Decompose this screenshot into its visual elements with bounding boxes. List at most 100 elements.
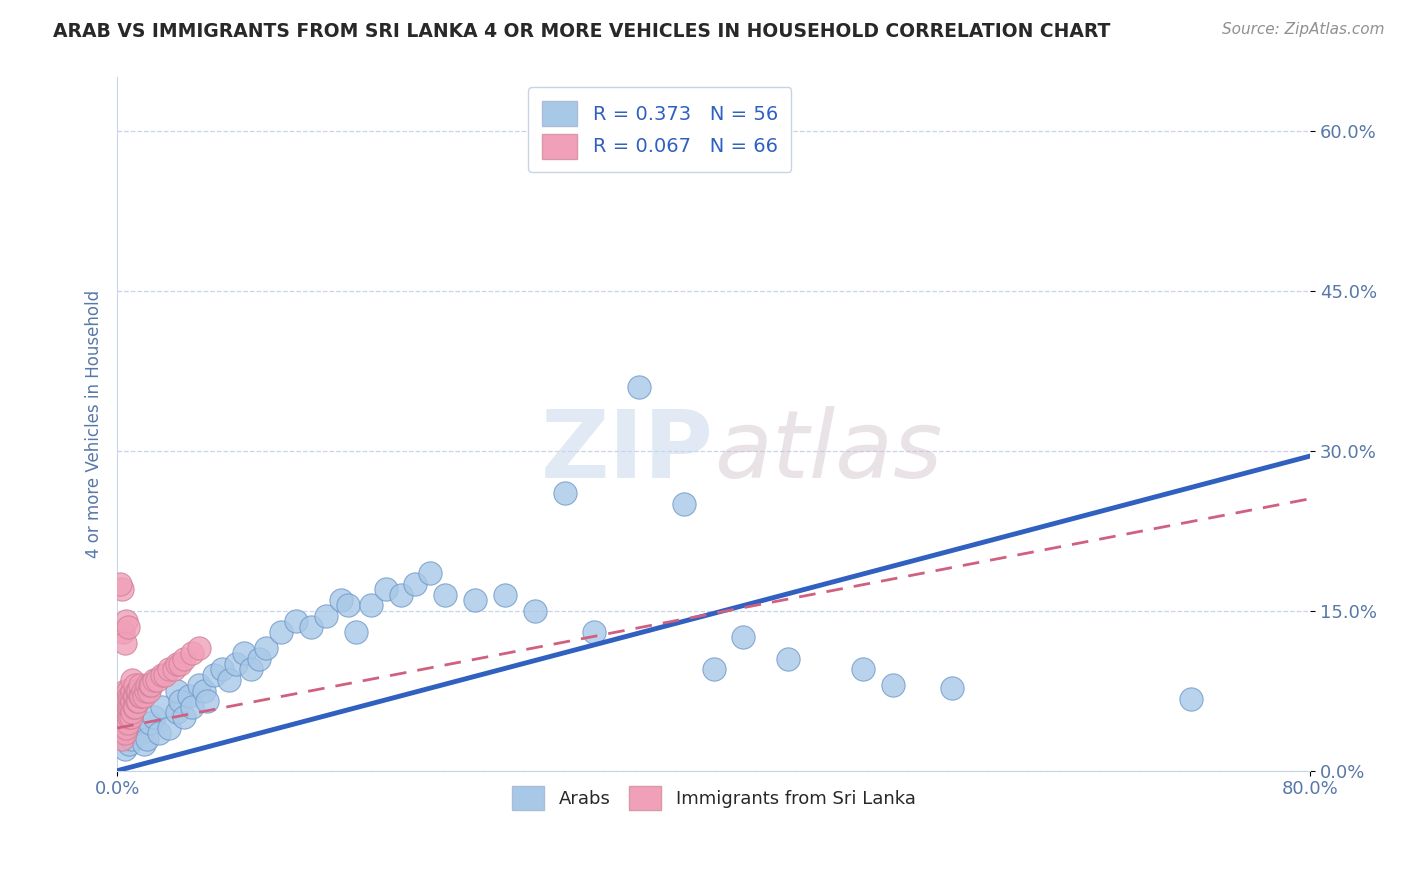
Point [124,678,146,692]
Point [177,689,200,703]
Point [114,742,136,756]
Point [163,662,186,676]
Point [157,721,180,735]
Point [240,662,263,676]
Point [419,566,441,581]
Point [131,683,153,698]
Point [146,673,169,687]
Point [143,673,166,687]
Point [344,625,367,640]
Point [108,726,131,740]
Point [121,694,143,708]
Point [112,694,135,708]
Point [523,604,546,618]
Point [166,705,188,719]
Point [118,689,141,703]
Point [117,620,139,634]
Point [285,615,308,629]
Point [672,497,695,511]
Point [193,683,215,698]
Point [124,699,146,714]
Point [733,631,755,645]
Point [337,599,360,613]
Point [115,615,138,629]
Point [434,588,457,602]
Point [108,715,131,730]
Point [122,699,145,714]
Point [118,737,141,751]
Point [112,721,135,735]
Point [112,705,135,719]
Point [114,694,136,708]
Y-axis label: 4 or more Vehicles in Household: 4 or more Vehicles in Household [86,290,103,558]
Point [115,721,138,735]
Point [1180,692,1202,706]
Point [404,577,426,591]
Point [188,678,211,692]
Point [141,678,163,692]
Point [125,694,148,708]
Point [117,694,139,708]
Point [132,737,155,751]
Point [494,588,516,602]
Point [153,667,176,681]
Point [132,689,155,703]
Point [129,689,152,703]
Point [121,731,143,746]
Point [127,683,149,698]
Point [114,726,136,740]
Text: ARAB VS IMMIGRANTS FROM SRI LANKA 4 OR MORE VEHICLES IN HOUSEHOLD CORRELATION CH: ARAB VS IMMIGRANTS FROM SRI LANKA 4 OR M… [53,22,1111,41]
Point [111,710,134,724]
Point [121,683,143,698]
Point [143,710,166,724]
Text: Source: ZipAtlas.com: Source: ZipAtlas.com [1222,22,1385,37]
Point [218,673,240,687]
Point [232,646,254,660]
Point [127,694,149,708]
Point [124,721,146,735]
Point [138,683,160,698]
Legend: Arabs, Immigrants from Sri Lanka: Arabs, Immigrants from Sri Lanka [498,772,929,824]
Point [299,620,322,634]
Point [150,699,173,714]
Point [211,662,233,676]
Point [157,662,180,676]
Point [114,683,136,698]
Point [114,705,136,719]
Point [583,625,606,640]
Point [120,689,142,703]
Point [150,667,173,681]
Point [941,681,963,695]
Point [173,651,195,665]
Point [329,593,352,607]
Point [464,593,486,607]
Point [121,705,143,719]
Point [389,588,412,602]
Point [118,699,141,714]
Point [128,689,150,703]
Point [247,651,270,665]
Point [111,731,134,746]
Point [180,699,202,714]
Point [111,582,134,597]
Point [117,705,139,719]
Text: atlas: atlas [714,406,942,498]
Point [188,641,211,656]
Text: ZIP: ZIP [541,406,714,498]
Point [202,667,225,681]
Point [115,699,138,714]
Point [173,710,195,724]
Point [114,636,136,650]
Point [108,577,131,591]
Point [112,625,135,640]
Point [128,678,150,692]
Point [195,694,218,708]
Point [134,683,156,698]
Point [117,715,139,730]
Point [136,678,159,692]
Point [882,678,904,692]
Point [315,609,337,624]
Point [360,599,382,613]
Point [703,662,725,676]
Point [120,710,142,724]
